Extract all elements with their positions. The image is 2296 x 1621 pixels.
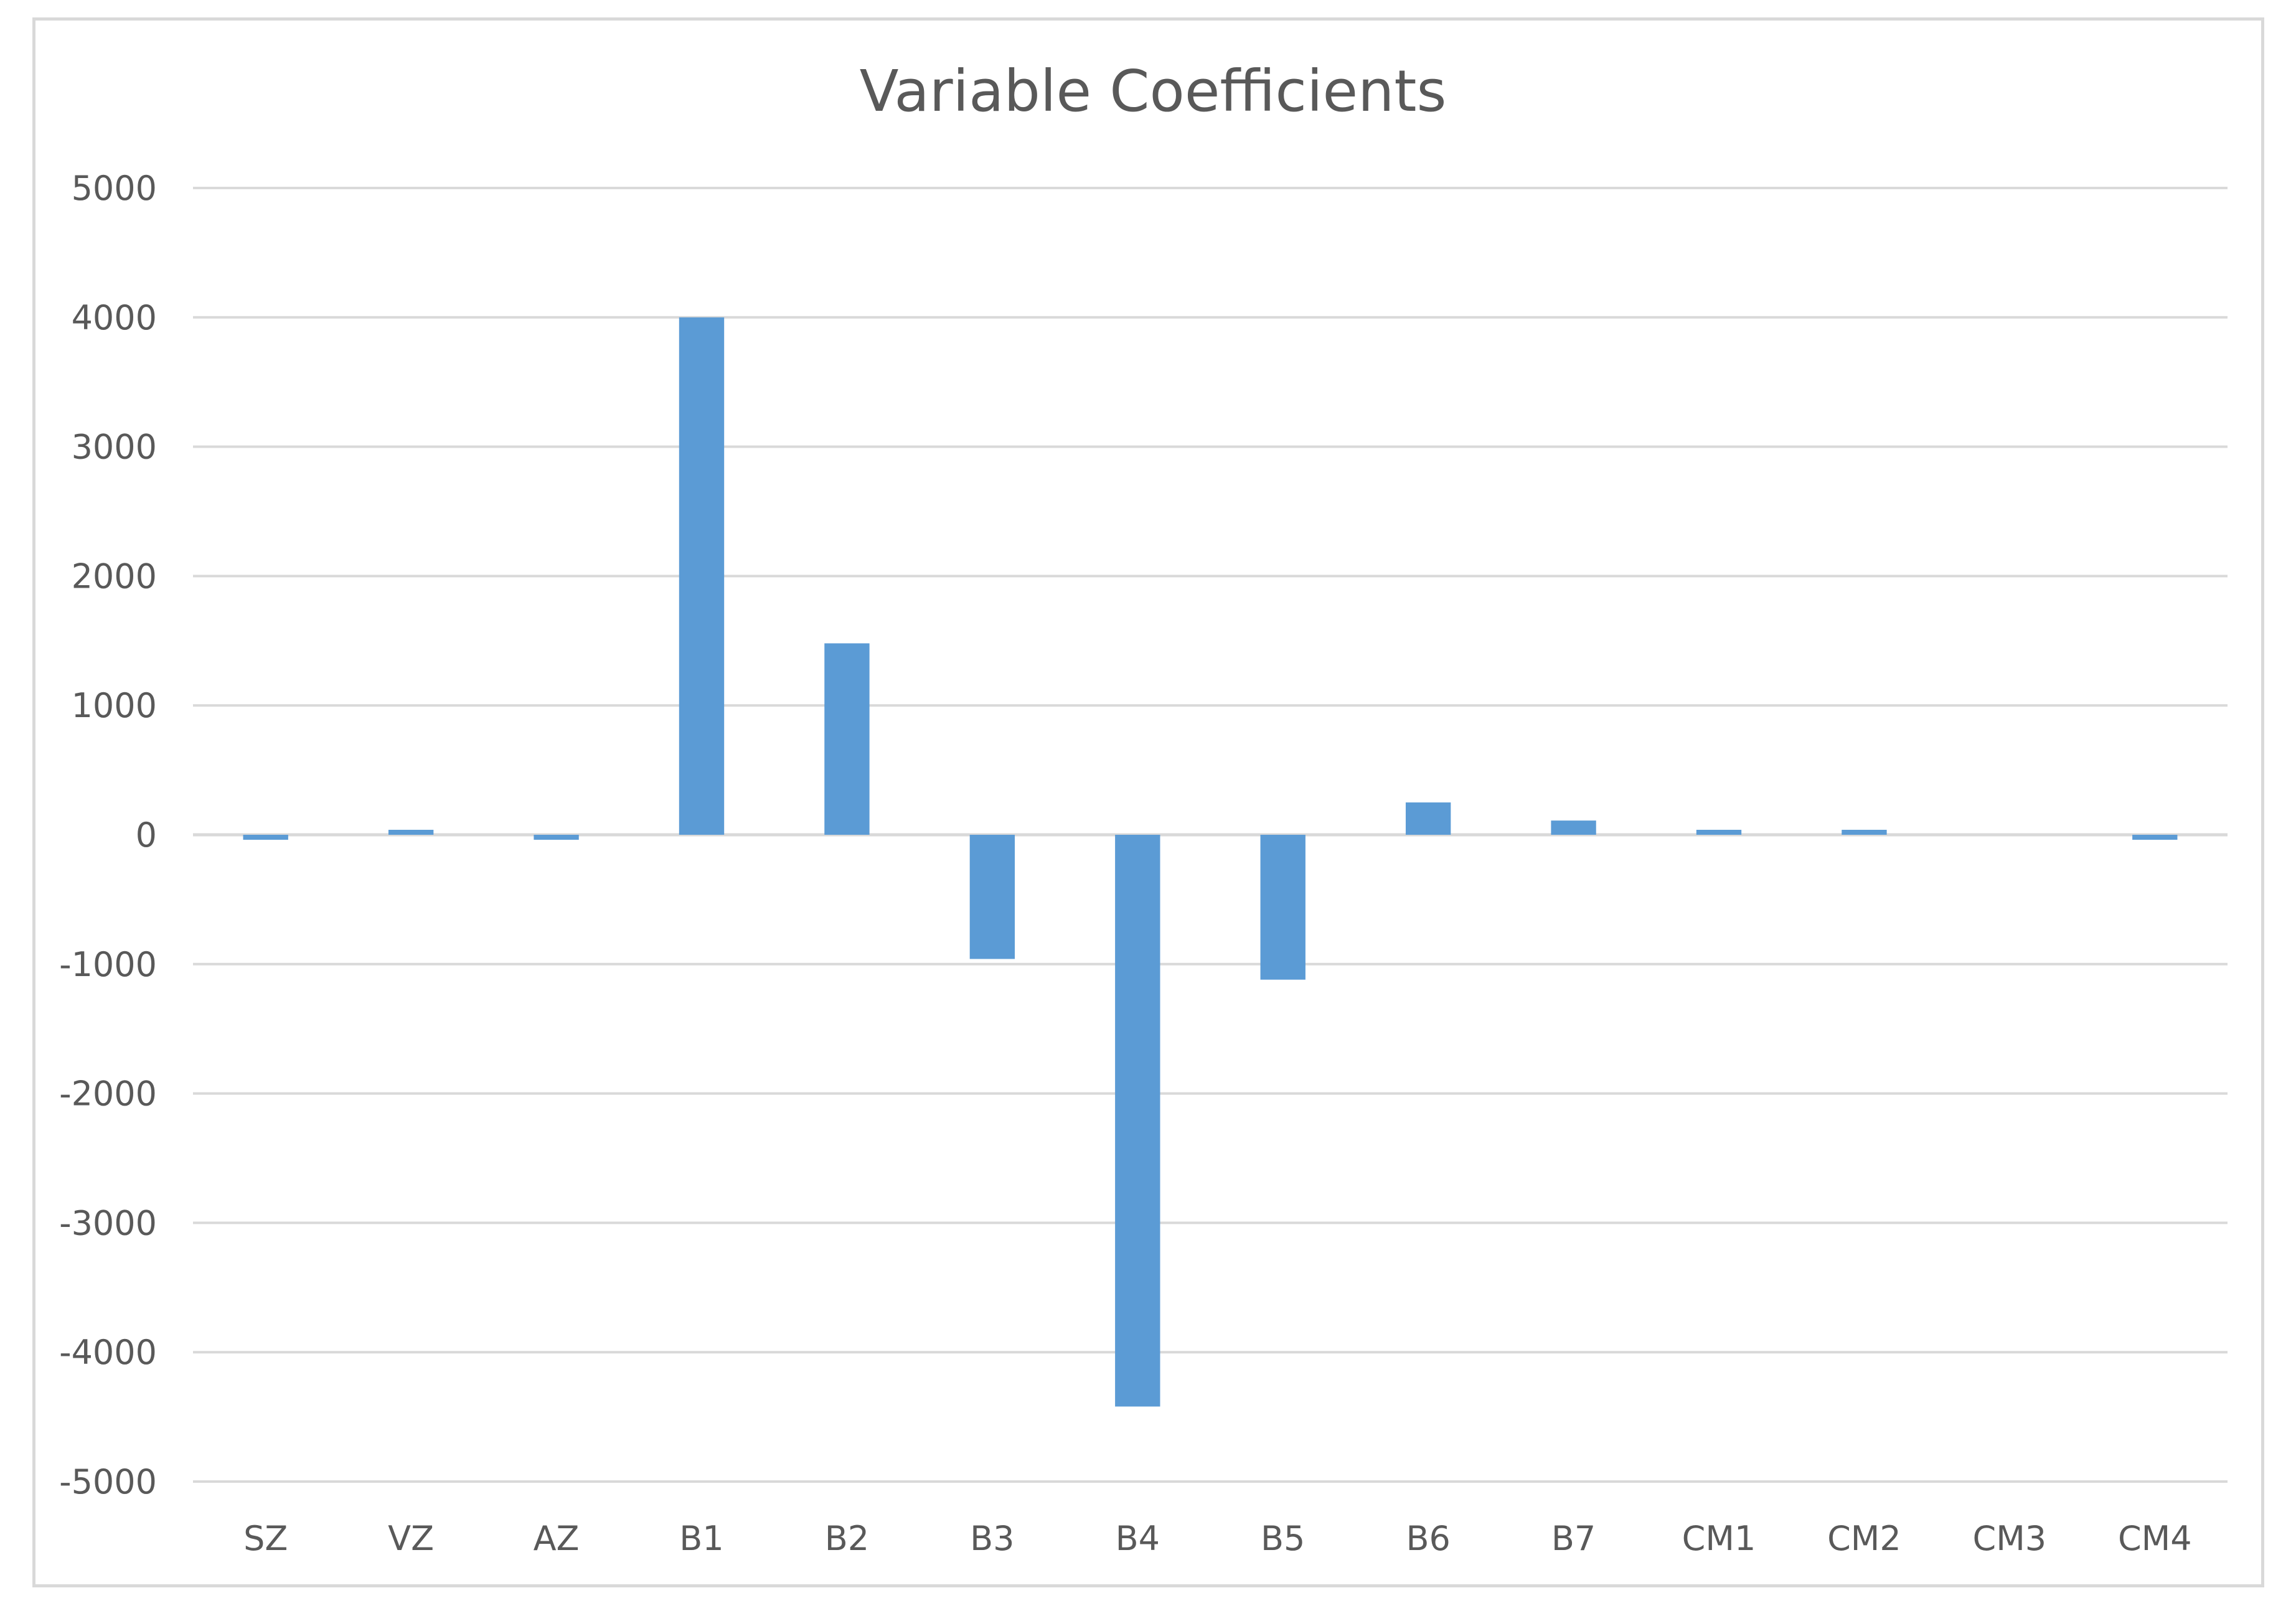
gridlines bbox=[193, 187, 2228, 1483]
x-tick-label-b2: B2 bbox=[825, 1519, 869, 1558]
bar-b6 bbox=[1405, 802, 1451, 835]
x-tick-label-b5: B5 bbox=[1261, 1519, 1305, 1558]
bar-b3 bbox=[969, 835, 1015, 959]
y-tick-label: 0 bbox=[136, 815, 157, 855]
x-tick-label-b4: B4 bbox=[1116, 1519, 1160, 1558]
bar-vz bbox=[388, 830, 434, 835]
x-tick-label-cm4: CM4 bbox=[2118, 1519, 2192, 1558]
y-tick-label: 5000 bbox=[72, 169, 157, 208]
y-tick-label: 3000 bbox=[72, 428, 157, 467]
bar-b4 bbox=[1115, 835, 1160, 1407]
y-tick-label: -4000 bbox=[59, 1333, 157, 1372]
x-tick-label-b3: B3 bbox=[970, 1519, 1014, 1558]
x-axis-tick-labels: SZ VZ AZ B1 B2 B3 B4 B5 B6 B7 CM1 CM2 CM3 CM4 bbox=[243, 1519, 2192, 1558]
x-tick-label-cm1: CM1 bbox=[1682, 1519, 1756, 1558]
x-tick-label-cm3: CM3 bbox=[1973, 1519, 2047, 1558]
bars bbox=[243, 317, 2178, 1407]
x-tick-label-vz: VZ bbox=[388, 1519, 434, 1558]
bar-b1 bbox=[679, 317, 725, 835]
y-tick-label: -5000 bbox=[59, 1462, 157, 1501]
bar-cm4 bbox=[2132, 835, 2178, 840]
x-tick-label-b1: B1 bbox=[679, 1519, 723, 1558]
x-tick-label-cm2: CM2 bbox=[1827, 1519, 1901, 1558]
x-tick-label-az: AZ bbox=[534, 1519, 580, 1558]
y-tick-label: -2000 bbox=[59, 1074, 157, 1114]
bar-az bbox=[534, 835, 579, 840]
bar-cm2 bbox=[1842, 830, 1887, 835]
bar-sz bbox=[243, 835, 288, 840]
y-tick-label: 1000 bbox=[72, 686, 157, 725]
bar-cm1 bbox=[1696, 830, 1742, 835]
bar-b7 bbox=[1551, 820, 1596, 835]
y-tick-label: 2000 bbox=[72, 557, 157, 596]
x-tick-label-b6: B6 bbox=[1406, 1519, 1450, 1558]
y-tick-label: -1000 bbox=[59, 945, 157, 984]
x-tick-label-b7: B7 bbox=[1551, 1519, 1596, 1558]
y-tick-label: -3000 bbox=[59, 1203, 157, 1243]
x-tick-label-sz: SZ bbox=[243, 1519, 288, 1558]
y-tick-label: 4000 bbox=[72, 298, 157, 337]
bar-b2 bbox=[824, 643, 870, 835]
bar-b5 bbox=[1260, 835, 1306, 980]
y-axis-tick-labels: 5000 4000 3000 2000 1000 0 -1000 -2000 -3000 -400… bbox=[59, 169, 157, 1501]
chart-title: Variable Coefficients bbox=[860, 58, 1447, 125]
